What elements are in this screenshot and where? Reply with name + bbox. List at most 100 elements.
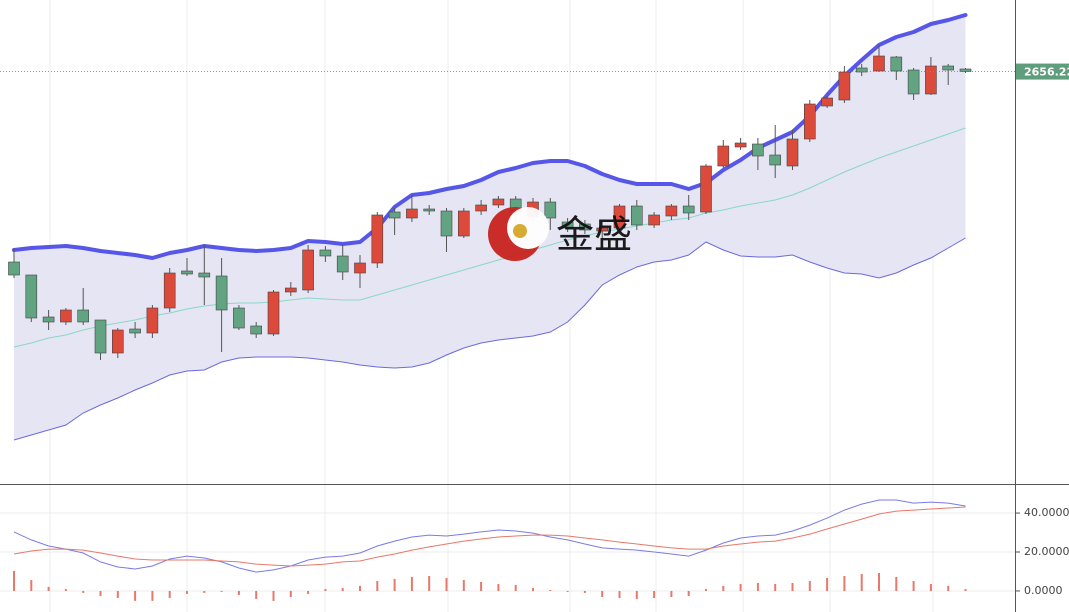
histogram-bar: [64, 589, 67, 591]
candle-body: [700, 165, 712, 213]
histogram-bar: [601, 590, 604, 598]
histogram-bar: [791, 582, 794, 591]
histogram-bar: [359, 585, 361, 591]
candle-body: [613, 205, 626, 229]
histogram-bar: [289, 590, 292, 598]
histogram-bar: [826, 577, 829, 591]
histogram-bar: [480, 582, 483, 591]
histogram-bar: [860, 574, 863, 591]
candle-body: [406, 208, 418, 219]
histogram-bar: [808, 581, 811, 591]
candle-body: [821, 97, 833, 107]
histogram-bar: [47, 586, 50, 591]
candle-body: [42, 316, 55, 323]
candle-body: [8, 261, 20, 276]
band-middle: [13, 127, 966, 348]
histogram-bar: [566, 590, 569, 592]
histogram-bar: [774, 583, 777, 591]
histogram-bar: [843, 575, 846, 591]
candle-body: [302, 249, 314, 291]
histogram-bar: [13, 570, 15, 591]
histogram-bar: [445, 577, 448, 591]
candle-body: [60, 309, 72, 323]
band-lower: [13, 237, 966, 441]
candle-body: [336, 255, 349, 273]
histogram-bar: [705, 589, 707, 591]
candle-body: [942, 65, 955, 71]
price-axis: 2656.22 40.0000 20.0000 0.0000: [1015, 63, 1069, 597]
histogram-bar: [670, 590, 673, 598]
candle-body: [198, 272, 211, 278]
candle-body: [596, 227, 609, 232]
y-tick-label: 0.0000: [1024, 584, 1063, 597]
candle-body: [215, 275, 228, 311]
histogram-bar: [618, 590, 621, 598]
y-tick-label: 40.0000: [1024, 506, 1069, 519]
histogram-bar: [878, 573, 880, 591]
candle-body: [319, 249, 332, 257]
candle-body: [146, 307, 159, 334]
price-tag-label: 2656.22: [1024, 66, 1069, 79]
candle-body: [855, 67, 868, 73]
candle-body: [25, 274, 38, 319]
histogram-bar: [203, 590, 206, 593]
watermark: 金盛: [488, 207, 632, 261]
logo-dot: [513, 224, 527, 238]
histogram-bar: [237, 590, 240, 596]
price-tag: [1016, 63, 1069, 80]
indicator-line: [13, 506, 966, 567]
histogram-bar: [964, 589, 967, 591]
histogram-bar: [307, 590, 310, 594]
candle-body: [129, 328, 141, 334]
histogram-bar: [653, 590, 656, 598]
candle-body: [233, 307, 245, 329]
logo-cut: [507, 207, 549, 249]
histogram-bar: [255, 590, 258, 599]
candle-body: [475, 204, 487, 212]
y-tick-label: 20.0000: [1024, 545, 1069, 558]
histogram-bar: [722, 585, 725, 591]
histogram-bar: [929, 583, 932, 591]
histogram-bar: [739, 583, 742, 591]
histogram-bar: [947, 585, 950, 591]
candle-body: [630, 205, 643, 226]
candle-body: [267, 291, 280, 335]
candle-body: [181, 270, 193, 275]
histogram-bar: [687, 590, 690, 597]
candle-body: [682, 205, 695, 214]
histogram-bar: [220, 590, 223, 592]
candle-body: [284, 287, 297, 293]
histogram-bar: [514, 584, 517, 591]
histogram-bar: [549, 589, 552, 591]
candle-body: [803, 103, 816, 140]
candle-body: [579, 223, 591, 231]
histogram-bar: [532, 588, 534, 591]
candle-body: [112, 329, 124, 354]
histogram-bar: [583, 590, 586, 593]
candle-body: [769, 154, 782, 166]
histogram-bar: [151, 590, 154, 601]
histogram-bar: [341, 588, 344, 591]
indicator-panel: [0, 499, 1015, 601]
candle-body: [561, 221, 574, 229]
candle-body: [665, 205, 678, 217]
candle-body: [544, 201, 557, 219]
candle-body: [734, 142, 747, 148]
candle-body: [907, 69, 920, 95]
candle-body: [94, 319, 107, 354]
candle-body: [354, 262, 366, 274]
histogram-bar: [895, 576, 898, 591]
histogram-bar: [116, 590, 119, 598]
histogram-bar: [635, 590, 638, 599]
histogram-bar: [186, 590, 188, 594]
candle-body: [959, 68, 972, 72]
histogram-bar: [462, 580, 465, 591]
candle-body: [752, 143, 764, 157]
candle-body: [250, 325, 262, 335]
candle-body: [388, 211, 401, 219]
histogram-bar: [376, 581, 379, 591]
candle-body: [838, 71, 851, 101]
histogram-bar: [410, 576, 413, 591]
histogram-bar: [912, 581, 915, 591]
